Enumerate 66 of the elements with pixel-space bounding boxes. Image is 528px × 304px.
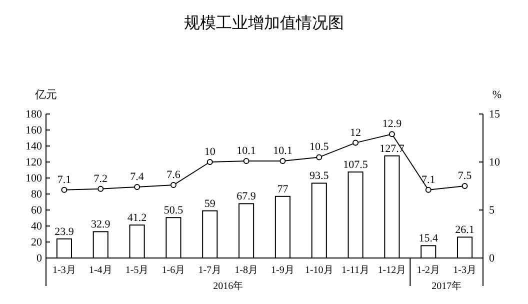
y-tick-label: 20: [31, 236, 42, 249]
data-label: 7.2: [94, 172, 108, 185]
y-tick-label: 140: [26, 140, 42, 153]
data-label: 12: [350, 126, 362, 139]
data-label: 77: [277, 183, 289, 196]
x-tick-label: 1-10月: [304, 265, 334, 276]
data-label: 7.1: [422, 174, 436, 186]
x-tick-label: 1-6月: [162, 265, 186, 276]
y2-tick-label: 5: [489, 204, 495, 217]
y-tick-label: 120: [26, 156, 42, 169]
data-label: 50.5: [164, 204, 184, 217]
point: [98, 186, 104, 192]
y2-tick-label: 10: [489, 156, 500, 169]
x-tick-label: 1-2月: [416, 265, 440, 276]
data-label: 32.9: [91, 218, 111, 231]
point: [352, 140, 359, 146]
text: 2016年: [213, 280, 244, 292]
y-tick-label: 100: [26, 172, 42, 185]
data-label: 10: [204, 146, 216, 158]
y-tick-label: 40: [31, 220, 42, 233]
data-label: 7.5: [458, 170, 472, 182]
data-label: 10.5: [310, 141, 330, 154]
data-label: 12.9: [382, 118, 402, 130]
x-tick-label: 1-3月: [52, 265, 76, 276]
y-tick-label: 180: [26, 108, 42, 121]
x-tick-label: 1-12月: [378, 265, 406, 276]
data-label: 10.1: [273, 145, 292, 158]
point: [462, 183, 468, 189]
y-tick-label: 60: [31, 204, 42, 217]
y-axis-title: 亿元: [34, 88, 57, 101]
data-label: 23.9: [54, 226, 74, 238]
point: [243, 158, 250, 164]
x-tick-label: 1-11月: [342, 265, 370, 276]
point: [425, 186, 432, 193]
y-tick-label: 0: [36, 252, 42, 265]
y2-tick-label: 0: [489, 252, 495, 265]
data-label: 41.2: [127, 212, 147, 224]
point: [280, 158, 286, 164]
y2-tick-label: 15: [489, 108, 500, 121]
data-label: 7.4: [130, 170, 144, 183]
y2-axis-title: %: [492, 89, 502, 101]
chart-title: 规模工业增加值情况图: [184, 13, 344, 32]
x-tick-label: 1-3月: [453, 265, 476, 276]
data-label: 15.4: [418, 232, 438, 245]
point: [316, 154, 322, 160]
data-label: 7.1: [57, 174, 72, 186]
x-tick-label: 1-5月: [125, 265, 149, 276]
point: [206, 159, 213, 165]
point: [170, 182, 176, 188]
data-label: 93.5: [310, 170, 330, 182]
data-label: 59: [204, 198, 216, 210]
data-label: 67.9: [236, 190, 256, 203]
x-tick-label: 1-8月: [234, 265, 258, 276]
data-label: 107.5: [343, 159, 368, 171]
y-tick-label: 80: [31, 188, 42, 201]
data-label: 10.1: [236, 145, 256, 158]
point: [388, 131, 395, 138]
x-tick-label: 1-4月: [88, 265, 112, 276]
point: [134, 184, 140, 190]
y-tick-label: 160: [26, 124, 42, 137]
text: 2017年: [432, 280, 462, 292]
data-label: 7.6: [166, 169, 181, 182]
x-tick-label: 1-9月: [271, 265, 294, 276]
data-label: 26.1: [455, 224, 474, 236]
point: [61, 186, 68, 193]
x-tick-label: 1-7月: [198, 265, 222, 276]
